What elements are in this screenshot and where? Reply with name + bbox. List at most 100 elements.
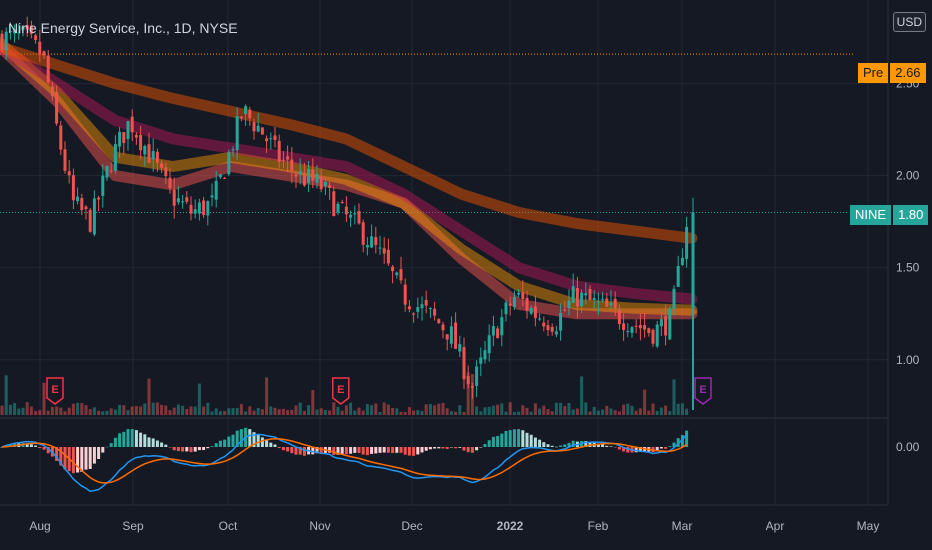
candle-body xyxy=(235,116,239,151)
volume-bar xyxy=(265,377,269,415)
last-price-tag: NINE 1.80 xyxy=(850,205,929,225)
volume-bar xyxy=(143,403,147,415)
macd-tick-label: 0.00 xyxy=(896,440,920,454)
volume-bar xyxy=(340,410,344,415)
candle-body xyxy=(50,86,54,96)
pre-value: 2.66 xyxy=(890,63,926,83)
volume-bar xyxy=(8,404,12,415)
candle-body xyxy=(101,175,105,196)
volume-bar xyxy=(617,411,621,415)
earnings-marker[interactable]: E xyxy=(46,377,64,405)
candle-body xyxy=(483,350,487,360)
candle-body xyxy=(592,298,596,300)
volume-bar xyxy=(521,405,525,415)
candle-body xyxy=(134,134,138,138)
candle-body xyxy=(269,138,273,140)
volume-bar xyxy=(626,403,630,415)
candle-body xyxy=(529,307,533,314)
volume-bar xyxy=(244,411,248,415)
candle-body xyxy=(521,292,525,300)
candle-body xyxy=(260,127,264,135)
candle-body xyxy=(202,200,206,215)
volume-bar xyxy=(155,402,159,415)
candle-body xyxy=(676,265,680,287)
volume-bar xyxy=(206,402,210,415)
candle-body xyxy=(605,298,609,307)
candle-body xyxy=(252,122,256,132)
candle-body xyxy=(0,33,4,51)
candle-body xyxy=(118,131,122,147)
candle-body xyxy=(475,366,479,386)
candle-body xyxy=(512,297,516,307)
moving-average-1 xyxy=(0,41,698,320)
volume-bar xyxy=(605,405,609,415)
candle-body xyxy=(206,201,210,216)
volume-bar xyxy=(147,378,151,415)
volume-bar xyxy=(84,405,88,415)
candle-body xyxy=(218,174,222,178)
volume-bar xyxy=(483,407,487,415)
volume-bar xyxy=(185,409,189,415)
volume-bar xyxy=(109,408,113,415)
earnings-marker[interactable]: E xyxy=(332,377,350,405)
candle-body xyxy=(168,177,172,189)
volume-bar xyxy=(575,408,579,415)
volume-bar xyxy=(353,410,357,415)
candle-body xyxy=(458,344,462,352)
candle-body xyxy=(361,222,365,245)
volume-bar xyxy=(567,403,571,415)
candle-body xyxy=(542,322,546,327)
currency-button[interactable]: USD xyxy=(892,12,926,32)
volume-bar xyxy=(21,407,25,415)
volume-bar xyxy=(647,410,651,415)
volume-bar xyxy=(676,403,680,415)
candle-body xyxy=(365,245,369,248)
volume-bar xyxy=(298,402,302,415)
volume-bar xyxy=(533,403,537,415)
volume-bar xyxy=(231,408,235,415)
candle-body xyxy=(311,169,315,181)
volume-bar xyxy=(412,410,416,415)
candle-body xyxy=(609,302,613,306)
candle-body xyxy=(437,319,441,324)
volume-bar xyxy=(193,406,197,415)
volume-bar xyxy=(134,406,138,415)
volume-bar xyxy=(92,407,96,415)
candle-body xyxy=(407,306,411,310)
volume-bar xyxy=(286,410,290,415)
volume-bar xyxy=(118,404,122,415)
candle-body xyxy=(214,180,218,200)
candle-body xyxy=(638,325,642,329)
volume-bar xyxy=(550,411,554,415)
volume-bar xyxy=(290,409,294,415)
volume-bar xyxy=(63,411,67,415)
candle-body xyxy=(659,319,663,327)
volume-bar xyxy=(80,403,84,415)
candle-body xyxy=(374,237,378,245)
volume-bar xyxy=(395,408,399,415)
pre-market-tag: Pre 2.66 xyxy=(858,63,926,83)
volume-bar xyxy=(227,408,231,415)
volume-bar xyxy=(685,408,689,415)
volume-bar xyxy=(71,403,75,415)
candle-body xyxy=(46,55,50,83)
volume-bar xyxy=(42,382,46,415)
candle-body xyxy=(328,185,332,188)
volume-bar xyxy=(273,407,277,415)
candle-body xyxy=(386,249,390,264)
volume-bar xyxy=(248,406,252,415)
volume-bar xyxy=(307,405,311,415)
volume-bar xyxy=(189,406,193,415)
earnings-marker[interactable]: E xyxy=(694,377,712,405)
candle-body xyxy=(416,307,420,312)
volume-bar xyxy=(659,407,663,415)
candle-body xyxy=(80,198,84,211)
candle-body xyxy=(626,331,630,333)
candle-body xyxy=(105,165,109,178)
candle-body xyxy=(164,167,168,177)
volume-bar xyxy=(336,406,340,415)
candle-body xyxy=(113,144,117,171)
candle-body xyxy=(655,324,659,347)
volume-bar xyxy=(269,406,273,415)
